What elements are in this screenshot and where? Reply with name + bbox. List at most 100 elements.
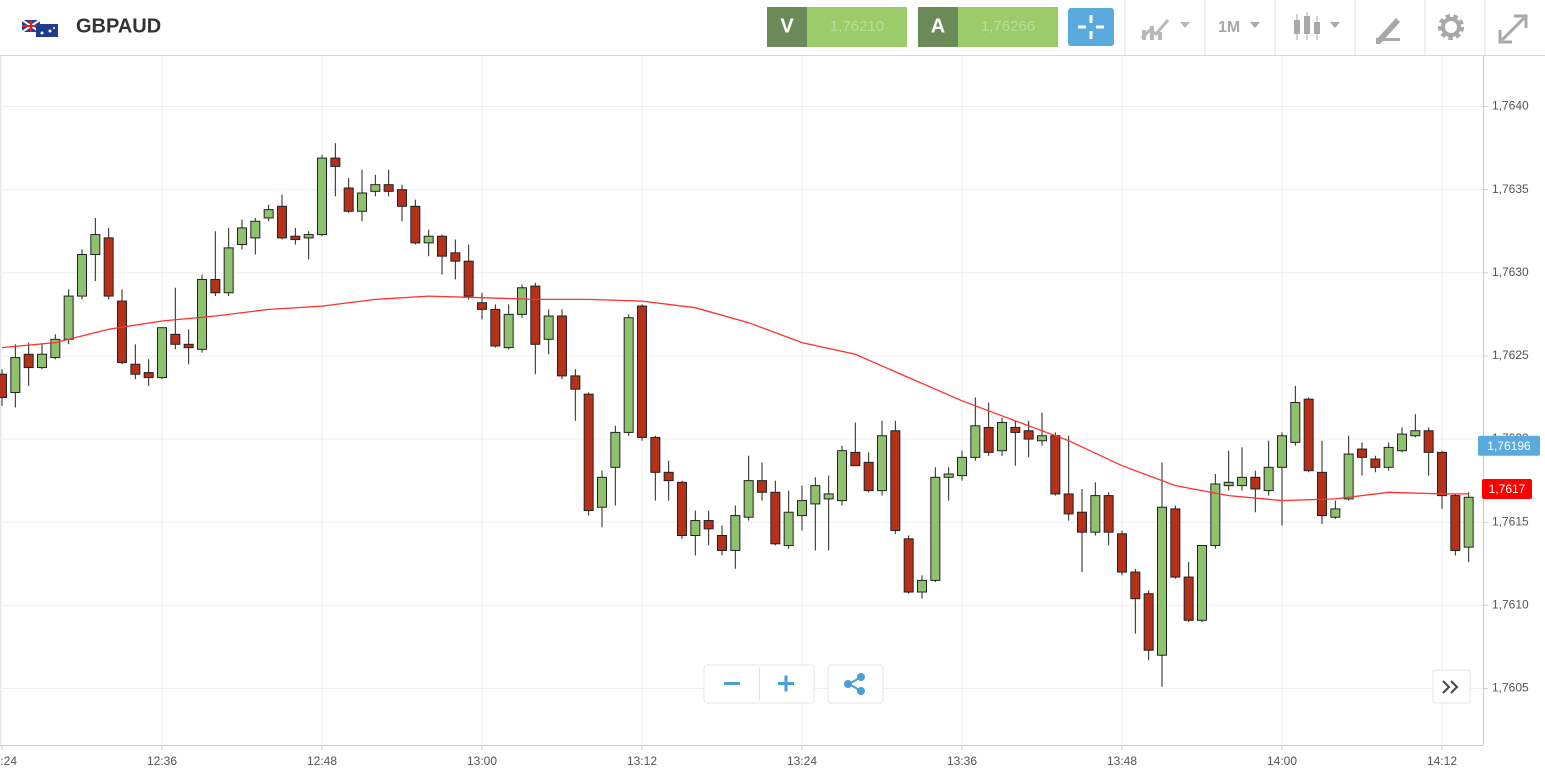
candle-body <box>450 252 461 262</box>
y-tick-label: 1,7615 <box>1492 514 1529 528</box>
candle-body <box>1090 495 1101 533</box>
x-tick-label: 12:24 <box>0 754 17 768</box>
fullscreen-button[interactable] <box>1498 14 1528 44</box>
candle-body <box>1103 495 1114 533</box>
candle-body <box>890 430 901 532</box>
buy-label: A <box>931 15 945 37</box>
candle-body <box>503 313 514 349</box>
candle-body <box>1223 481 1234 487</box>
candle-body <box>1130 571 1141 600</box>
candle-body <box>1170 508 1181 578</box>
x-tick-label: 13:48 <box>1107 754 1137 768</box>
candle-body <box>1037 435 1047 442</box>
candle-body <box>383 184 394 192</box>
drawing-button[interactable] <box>1376 18 1400 44</box>
candle-body <box>370 184 381 192</box>
candle-body <box>223 247 234 294</box>
candle-body <box>610 431 621 468</box>
candle-body <box>423 235 434 244</box>
candle-body <box>1237 476 1247 487</box>
candle-body <box>130 363 141 375</box>
share-button[interactable] <box>827 664 884 704</box>
y-tick-label: 1,7610 <box>1492 598 1529 612</box>
timeframe-button[interactable]: 1M <box>1218 19 1260 36</box>
candle-body <box>970 425 981 458</box>
zoom-in-button[interactable] <box>778 675 794 692</box>
candle-body <box>477 302 487 310</box>
candle-body <box>783 511 794 546</box>
candle-body <box>210 278 221 294</box>
candle-body <box>930 476 941 581</box>
sell-label: V <box>780 15 794 37</box>
sell-button[interactable]: V 1,76210 <box>767 7 907 47</box>
candle-body <box>637 305 647 438</box>
candle-body <box>677 481 687 537</box>
grid <box>0 56 1488 750</box>
chart-type-button[interactable] <box>1294 12 1340 40</box>
candle-body <box>1277 435 1287 468</box>
candle-body <box>397 189 407 207</box>
sell-price: 1,76210 <box>830 18 884 35</box>
candle-body <box>143 372 154 379</box>
candle-body <box>623 317 634 433</box>
candle-body <box>957 456 967 477</box>
buy-label-box <box>918 7 958 47</box>
candle-body <box>303 234 314 239</box>
candle-body <box>77 254 87 297</box>
candle-body <box>1050 435 1061 495</box>
candle-body <box>1250 476 1261 490</box>
candle-body <box>183 343 194 349</box>
candle-body <box>437 235 447 257</box>
candle-body <box>1463 496 1474 548</box>
ma-price-label: 1,7617 <box>1489 482 1526 496</box>
y-tick-label: 1,7630 <box>1492 265 1529 279</box>
x-tick-label: 14:00 <box>1267 754 1297 768</box>
x-tick-label: 13:12 <box>627 754 657 768</box>
candle-body <box>663 471 674 482</box>
buy-button[interactable]: A 1,76266 <box>918 7 1058 47</box>
price-tags: 1,7617 1,76196 <box>1478 435 1540 499</box>
candle-body <box>1423 430 1434 453</box>
candle-body <box>797 500 807 517</box>
crosshair-button[interactable] <box>1068 8 1114 46</box>
x-tick-label: 13:24 <box>787 754 817 768</box>
axis-labels: 1,76051,76101,76151,76201,76251,76301,76… <box>0 99 1529 768</box>
candle-body <box>1330 508 1341 518</box>
candle-body <box>237 227 247 246</box>
candle-body <box>650 436 661 473</box>
y-tick-label: 1,7625 <box>1492 348 1529 362</box>
settings-button[interactable] <box>1438 14 1464 40</box>
zoom-controls <box>703 664 1471 704</box>
candle-body <box>850 451 861 467</box>
candle-body <box>690 520 701 537</box>
ma-price-tag <box>1482 478 1532 499</box>
moving-average-line <box>1 295 1469 502</box>
candle-body <box>1197 544 1207 621</box>
toolbar-separators <box>1124 0 1486 55</box>
candle-body <box>37 353 47 369</box>
zoom-out-button[interactable] <box>724 682 740 685</box>
candle-body <box>1450 495 1461 551</box>
candle-body <box>1370 458 1381 468</box>
buy-price: 1,76266 <box>981 18 1035 35</box>
candle-body <box>1183 576 1194 621</box>
y-tick-label: 1,7605 <box>1492 681 1529 695</box>
last-price-label: 1,76196 <box>1487 439 1531 453</box>
scroll-end-button[interactable] <box>1432 669 1471 704</box>
candle-body <box>330 157 341 167</box>
candle-body <box>837 450 847 502</box>
candle-body <box>410 205 421 244</box>
candle-body <box>517 287 527 315</box>
candle-body <box>823 493 834 500</box>
candle-body <box>117 300 127 364</box>
candle-body <box>1317 471 1327 517</box>
x-tick-label: 13:36 <box>947 754 977 768</box>
candle-body <box>543 315 554 340</box>
indicator-button[interactable] <box>1140 19 1190 40</box>
candle-body <box>10 357 21 394</box>
candle-body <box>343 187 354 212</box>
candle-body <box>1010 426 1021 433</box>
candle-body <box>530 285 541 345</box>
sell-label-box <box>767 7 807 47</box>
